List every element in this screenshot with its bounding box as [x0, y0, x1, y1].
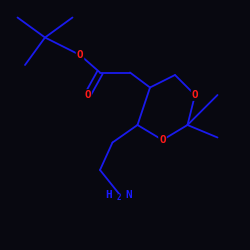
Text: N: N [126, 190, 132, 200]
Text: O: O [76, 50, 84, 60]
Text: O: O [84, 90, 91, 100]
Text: 2: 2 [116, 194, 121, 202]
Text: O: O [192, 90, 198, 100]
Text: H: H [105, 190, 112, 200]
Text: O: O [159, 135, 166, 145]
